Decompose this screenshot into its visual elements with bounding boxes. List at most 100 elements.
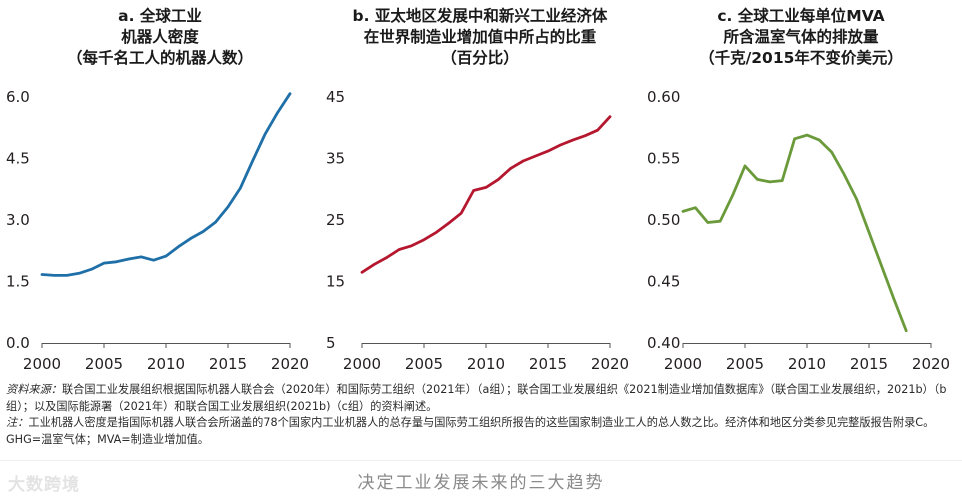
note-text: 工业机器人密度是指国际机器人联合会所涵盖的78个国家内工业机器人的总存量与国际劳…	[6, 416, 935, 446]
data-point	[460, 212, 463, 215]
data-point	[189, 237, 192, 240]
data-point	[472, 189, 475, 192]
data-point	[214, 220, 217, 224]
y-tick-label: 5	[326, 334, 336, 352]
y-tick-label: 0.0	[6, 334, 30, 352]
source-line: 资料来源：联合国工业发展组织根据国际机器人联合会（2020年）和国际劳工组织（2…	[6, 382, 956, 415]
data-point	[78, 272, 81, 275]
data-point	[571, 138, 574, 142]
data-point	[781, 179, 784, 182]
data-point	[608, 115, 612, 118]
data-point	[559, 143, 562, 147]
source-label: 资料来源：	[6, 383, 62, 396]
data-point	[152, 258, 155, 262]
data-point	[435, 231, 438, 234]
x-tick-label: 2015	[209, 355, 247, 373]
data-point	[706, 221, 709, 224]
data-point	[546, 149, 550, 153]
data-point	[484, 186, 488, 189]
y-tick-label: 0.40	[647, 334, 680, 352]
x-tick-label: 2020	[591, 355, 629, 373]
data-point	[251, 159, 254, 162]
y-tick-label: 15	[326, 273, 345, 291]
data-point	[447, 221, 450, 225]
data-point	[534, 154, 537, 158]
data-point	[360, 271, 364, 274]
data-point	[422, 238, 426, 241]
x-tick-label: 2010	[788, 355, 826, 373]
data-point	[410, 244, 413, 248]
data-point	[867, 231, 871, 234]
x-tick-label: 2005	[726, 355, 764, 373]
series-line	[681, 133, 908, 333]
data-point	[40, 273, 44, 276]
chart-title-b: b. 亚太地区发展中和新兴工业经济体 在世界制造业增加值中所占的比重 （百分比）	[352, 7, 608, 67]
source-notes: 资料来源：联合国工业发展组织根据国际机器人联合会（2020年）和国际劳工组织（2…	[6, 382, 956, 448]
data-point	[694, 206, 697, 209]
y-tick-label: 0.60	[647, 88, 680, 106]
data-point	[102, 261, 106, 265]
x-tick-label: 2015	[850, 355, 888, 373]
source-text: 联合国工业发展组织根据国际机器人联合会（2020年）和国际劳工组织（2021年）…	[6, 383, 947, 413]
data-point	[818, 138, 821, 142]
data-point	[756, 178, 759, 181]
chart-c-plot: 0.40 0.45 0.50 0.55 0.60 2000 2005 2010 2015 2020	[647, 88, 950, 373]
data-point	[90, 268, 93, 271]
watermark-logo: 大数跨境	[8, 475, 80, 495]
data-point	[177, 245, 180, 248]
y-tick-label: 4.5	[6, 150, 30, 168]
data-point	[892, 297, 895, 300]
y-tick-label: 1.5	[6, 273, 30, 291]
chart-panel-c: c. 全球工业每单位MVA 所含温室气体的排放量 （千克/2015年不变价美元）…	[641, 0, 961, 380]
data-point	[793, 137, 796, 141]
x-tick-label: 2020	[912, 355, 950, 373]
y-tick-label: 45	[326, 88, 345, 106]
y-tick-label: 0.45	[647, 273, 680, 291]
x-tick-label: 2010	[147, 355, 185, 373]
x-tick-label: 2010	[467, 355, 505, 373]
data-point	[164, 254, 168, 258]
data-point	[905, 329, 908, 332]
data-point	[855, 197, 858, 201]
y-tick-label: 6.0	[6, 88, 30, 106]
data-point	[843, 173, 846, 176]
chart-a-plot: 0.0 1.5 3.0 4.5 6.0 2000 2005 2010 2015 2020	[6, 88, 309, 373]
data-point	[805, 133, 809, 137]
y-tick-label: 0.55	[647, 150, 680, 168]
chart-panel-a: a. 全球工业 机器人密度 （每千名工人的机器人数） 0.0 1.5 3.0 4.5 6…	[0, 0, 320, 380]
data-point	[264, 132, 267, 136]
note-label: 注：	[6, 416, 29, 429]
y-tick-label: 25	[326, 211, 345, 229]
data-point	[115, 260, 118, 264]
x-tick-label: 2000	[23, 355, 61, 373]
data-point	[288, 92, 292, 95]
data-point	[65, 274, 69, 277]
data-point	[509, 167, 512, 170]
footer-divider	[0, 460, 962, 461]
data-point	[398, 248, 401, 251]
x-tick-label: 2005	[85, 355, 123, 373]
data-point	[140, 255, 143, 259]
data-point	[276, 111, 279, 114]
data-point	[202, 230, 205, 233]
x-tick-label: 2000	[664, 355, 702, 373]
x-tick-label: 2015	[529, 355, 567, 373]
data-point	[385, 256, 388, 259]
chart-title-c: c. 全球工业每单位MVA 所含温室气体的排放量 （千克/2015年不变价美元）	[699, 7, 903, 67]
data-point	[226, 205, 230, 209]
data-point	[768, 180, 771, 184]
data-point	[522, 159, 525, 163]
data-point	[596, 129, 599, 132]
x-tick-label: 2020	[271, 355, 309, 373]
chart-panel-b: b. 亚太地区发展中和新兴工业经济体 在世界制造业增加值中所占的比重 （百分比）…	[320, 0, 640, 380]
y-tick-label: 3.0	[6, 211, 30, 229]
data-point	[830, 151, 833, 154]
x-tick-label: 2000	[343, 355, 381, 373]
data-point	[127, 257, 130, 261]
note-line: 注：工业机器人密度是指国际机器人联合会所涵盖的78个国家内工业机器人的总存量与国…	[6, 415, 956, 448]
data-point	[53, 274, 56, 277]
data-point	[731, 194, 734, 197]
y-tick-label: 0.50	[647, 211, 680, 229]
x-tick-label: 2005	[405, 355, 443, 373]
data-point	[880, 264, 883, 267]
